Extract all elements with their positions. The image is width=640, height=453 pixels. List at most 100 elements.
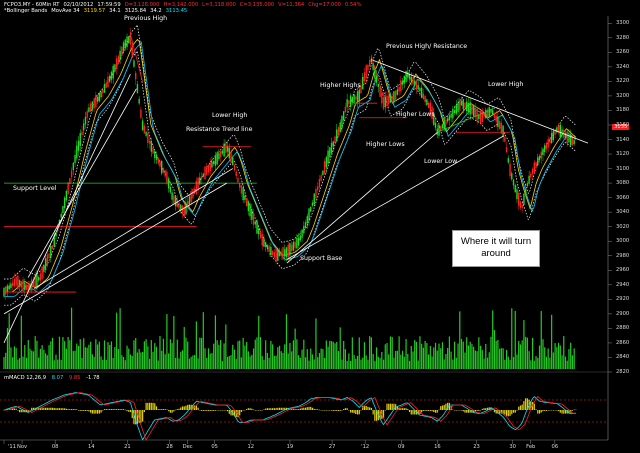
macd-histogram-bar: [486, 407, 489, 410]
macd-histogram-bar: [195, 405, 197, 410]
volume-bar: [358, 337, 360, 369]
candle-body: [542, 148, 544, 156]
quote-field-9: 0.54%: [344, 2, 362, 8]
macd-histogram-bar: [467, 410, 470, 413]
macd-histogram-bar: [457, 410, 459, 411]
volume-bar: [440, 348, 442, 369]
macd-histogram-bar: [159, 409, 161, 410]
macd-histogram-bar: [18, 410, 21, 413]
volume-bar: [252, 348, 255, 369]
candle-body: [280, 251, 282, 256]
volume-bar: [530, 360, 532, 369]
macd-histogram-bar: [441, 405, 444, 410]
macd-histogram-bar: [263, 409, 265, 410]
macd-histogram-bar: [351, 410, 353, 413]
macd-header: mMACD 12,26,9 8.07 9.85 -1.78: [4, 375, 104, 381]
candle-body: [355, 96, 357, 100]
volume-bar: [453, 341, 456, 369]
macd-histogram-bar: [187, 404, 189, 410]
macd-histogram-bar: [431, 410, 433, 412]
candle-body: [207, 164, 210, 173]
candle-body: [339, 122, 341, 132]
candle-body: [368, 60, 371, 67]
volume-bar: [142, 352, 144, 369]
volume-bar: [259, 337, 262, 369]
macd-histogram-bar: [504, 410, 506, 415]
candle-body: [382, 97, 385, 109]
candle-body: [50, 245, 52, 258]
volume-bar: [346, 360, 348, 369]
volume-bar: [67, 337, 69, 369]
candle-body: [422, 93, 425, 99]
candle-body: [360, 85, 362, 94]
candle-body: [388, 95, 390, 105]
candle-body: [457, 102, 459, 113]
volume-bar: [518, 340, 520, 369]
volume-bar: [433, 347, 435, 369]
candle-body: [11, 282, 14, 286]
volume-bar: [272, 344, 274, 369]
volume-bar: [325, 340, 327, 369]
candle-body: [528, 175, 530, 184]
volume-bar: [474, 350, 476, 369]
candle-body: [117, 56, 120, 63]
macd-histogram-bar: [265, 408, 267, 410]
candle-body: [235, 171, 237, 177]
candle-body: [299, 235, 302, 241]
candle-body: [88, 107, 90, 112]
annotation-lower-low: Lower Low: [424, 158, 458, 165]
macd-histogram-bar: [197, 407, 199, 410]
volume-bar: [83, 338, 85, 369]
volume-bar: [422, 347, 424, 369]
candle-body: [363, 72, 366, 82]
macd-histogram-bar: [211, 410, 213, 411]
candle-body: [420, 87, 423, 98]
candle-body: [398, 86, 400, 92]
macd-histogram-bar: [358, 410, 360, 415]
macd-histogram-bar: [479, 410, 482, 411]
candle-body: [63, 197, 66, 209]
macd-histogram-bar: [41, 407, 43, 410]
volume-bar: [552, 352, 554, 369]
macd-histogram-bar: [96, 410, 99, 414]
y-tick-label: 3060: [616, 194, 630, 201]
candle-body: [332, 141, 334, 147]
volume-bar: [256, 337, 258, 369]
volume-bar: [544, 347, 546, 369]
candle-body: [414, 80, 416, 86]
candle-body: [450, 113, 452, 118]
candle-body: [100, 91, 102, 98]
candle-body: [549, 138, 551, 143]
volume-bar: [360, 359, 362, 369]
volume-bar: [273, 355, 275, 369]
candle-body: [507, 158, 510, 163]
macd-histogram-bar: [512, 410, 515, 413]
volume-bar: [330, 341, 333, 369]
candle-body: [490, 108, 492, 113]
volume-bar: [329, 340, 331, 369]
volume-bar: [169, 339, 171, 369]
volume-bar: [6, 327, 9, 369]
macd-histogram-bar: [140, 410, 142, 423]
candle-body: [91, 101, 94, 110]
candle-body: [261, 233, 263, 246]
candle-body: [502, 125, 504, 138]
macd-histogram-bar: [221, 410, 223, 411]
candle-body: [169, 186, 172, 193]
macd-histogram-bar: [564, 410, 567, 414]
candle-body: [192, 188, 194, 199]
macd-histogram-bar: [568, 410, 570, 414]
volume-bar: [414, 340, 416, 369]
macd-histogram-bar: [422, 410, 424, 411]
volume-bar: [389, 336, 392, 369]
volume-bar: [488, 352, 490, 369]
volume-bar: [460, 339, 463, 369]
candle-body: [429, 102, 432, 115]
volume-bar: [547, 348, 549, 369]
candle-body: [206, 166, 208, 176]
candle-body: [251, 209, 253, 220]
volume-bar: [192, 355, 194, 369]
volume-bar: [76, 343, 78, 369]
volume-bar: [64, 341, 66, 369]
candle-body: [310, 206, 312, 212]
